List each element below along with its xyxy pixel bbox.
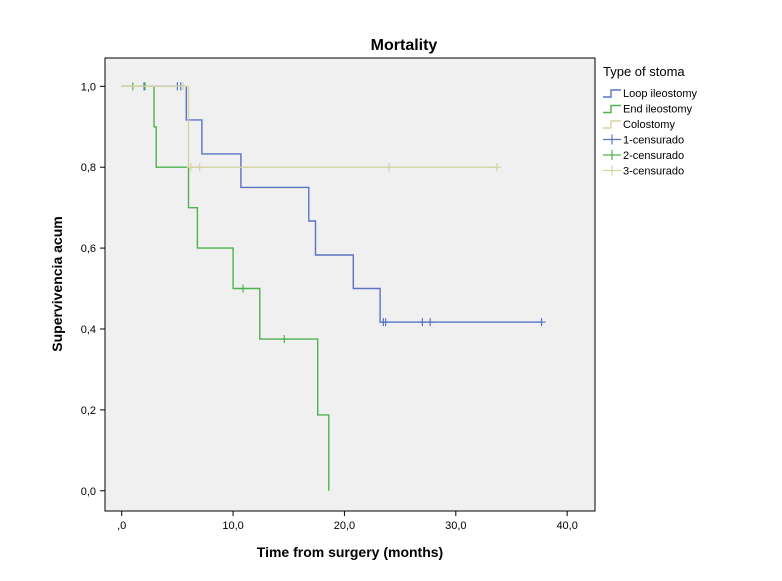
censor-mark-2 xyxy=(384,163,393,172)
plot-area xyxy=(104,57,596,512)
legend: Type of stoma Loop ileostomy End ileostom… xyxy=(603,64,697,178)
legend-step-symbol xyxy=(603,89,621,98)
censor-mark-1 xyxy=(280,335,289,344)
legend-entry: 1-censurado xyxy=(603,134,684,147)
series-line-2 xyxy=(121,85,497,168)
legend-entry: 3-censurado xyxy=(603,165,684,178)
y-tick-label: 0,4 xyxy=(81,324,96,336)
series-line-0 xyxy=(121,85,542,323)
censor-mark-2 xyxy=(178,82,187,91)
censor-mark-2 xyxy=(195,163,204,172)
x-tick-label: 30,0 xyxy=(445,520,466,532)
censor-mark-2 xyxy=(186,163,195,172)
censor-mark-0 xyxy=(426,318,435,327)
legend-label: 3-censurado xyxy=(623,166,684,178)
series-layer xyxy=(121,82,546,491)
x-axis-label: Time from surgery (months) xyxy=(257,544,443,560)
censor-mark-0 xyxy=(381,318,390,327)
legend-label: 1-censurado xyxy=(623,135,684,147)
censor-mark-0 xyxy=(537,318,546,327)
y-axis-ticks: 0,0 0,2 0,4 0,6 0,8 1,0 xyxy=(81,81,105,498)
censor-mark-1 xyxy=(239,284,248,293)
y-tick-label: 1,0 xyxy=(81,81,96,93)
y-tick-label: 0,0 xyxy=(81,486,96,498)
x-tick-label: ,0 xyxy=(117,520,126,532)
x-tick-label: 10,0 xyxy=(222,520,243,532)
legend-label: Loop ileostomy xyxy=(623,88,697,100)
legend-entry: End ileostomy xyxy=(603,104,693,116)
legend-label: Colostomy xyxy=(623,119,675,131)
x-axis-ticks: ,0 10,0 20,0 30,0 40,0 xyxy=(117,511,578,532)
legend-label: End ileostomy xyxy=(623,104,693,116)
legend-entry: Loop ileostomy xyxy=(603,88,697,100)
legend-label: 2-censurado xyxy=(623,150,684,162)
censor-mark-2 xyxy=(493,163,501,172)
y-tick-label: 0,2 xyxy=(81,405,96,417)
legend-entry: 2-censurado xyxy=(603,150,684,162)
y-tick-label: 0,8 xyxy=(81,162,96,174)
legend-step-symbol xyxy=(603,104,621,114)
x-tick-label: 20,0 xyxy=(334,520,355,532)
y-tick-label: 0,6 xyxy=(81,243,96,255)
y-axis-label: Supervivencia acum xyxy=(49,216,65,351)
legend-entry: Colostomy xyxy=(603,119,675,131)
series-line-1 xyxy=(121,85,330,491)
chart-title: Mortality xyxy=(371,37,438,54)
censor-mark-0 xyxy=(418,318,427,327)
x-tick-label: 40,0 xyxy=(556,520,577,532)
legend-title: Type of stoma xyxy=(603,64,685,79)
legend-step-symbol xyxy=(603,120,621,129)
